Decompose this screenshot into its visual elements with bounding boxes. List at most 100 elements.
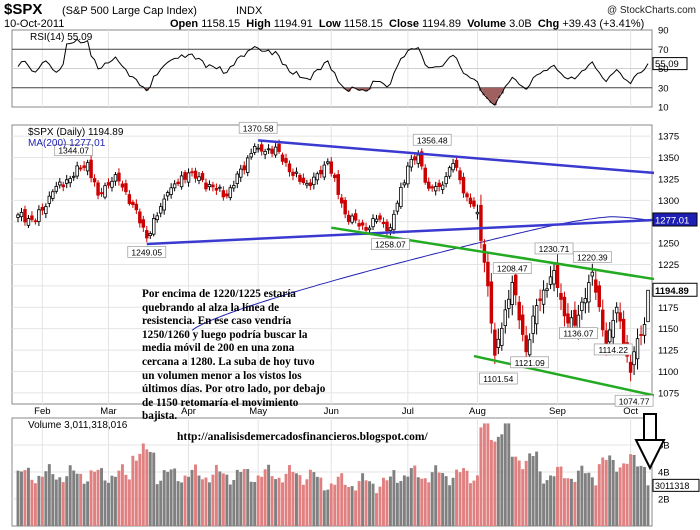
candle-body: [514, 274, 518, 296]
candle-body: [444, 176, 448, 185]
volume-bar: [207, 482, 211, 526]
candle-body: [162, 198, 166, 211]
volume-bar: [409, 468, 413, 526]
volume-bar: [173, 468, 177, 526]
candle-body: [273, 146, 278, 156]
volume-bar: [336, 476, 340, 526]
volume-bar: [294, 473, 298, 526]
candle-body: [249, 153, 253, 158]
price-annotation: 1370.58: [243, 123, 274, 133]
candle-body: [308, 182, 313, 187]
volume-bar: [378, 486, 382, 526]
candle-body: [468, 197, 473, 205]
candle-body: [447, 167, 452, 177]
candle-body: [541, 289, 546, 305]
volume-bars-group: 3011318: [16, 423, 700, 526]
price-annotation: 1249.05: [131, 247, 162, 257]
volume-bar: [96, 469, 100, 526]
volume-bar: [601, 457, 605, 526]
volume-bar: [343, 484, 347, 526]
volume-bar: [249, 481, 253, 526]
volume-bar: [326, 489, 330, 526]
candle-body: [58, 181, 62, 186]
rsi-tick-label: 10: [658, 103, 669, 114]
candle-body: [214, 187, 219, 191]
price-annotation-box: [238, 121, 278, 134]
volume-bar: [246, 468, 250, 526]
volume-bar: [284, 473, 288, 526]
close-label: Close: [389, 18, 419, 30]
candle-body: [110, 180, 114, 188]
price-annotation-box: [127, 246, 167, 258]
volume-bar: [322, 490, 326, 526]
price-annotation-box: [510, 356, 550, 369]
volume-bar: [40, 476, 44, 526]
rsi-value-label: 55.09: [655, 59, 679, 70]
candle-body: [500, 327, 504, 346]
volume-bar: [625, 463, 629, 526]
volume-bar: [155, 484, 159, 526]
candle-body: [385, 221, 389, 232]
candle-body: [583, 298, 588, 304]
volume-bar: [225, 474, 229, 526]
volume-bar: [413, 465, 417, 526]
volume-bar: [639, 465, 643, 526]
volume-bar: [486, 423, 490, 526]
volume-bar: [201, 479, 204, 526]
candle-body: [99, 192, 104, 195]
volume-bar: [583, 473, 587, 526]
volume-bar: [430, 472, 434, 526]
volume-bar: [37, 475, 41, 526]
candle-body: [68, 178, 72, 184]
volume-bar: [479, 427, 483, 526]
candle-body: [642, 324, 647, 336]
candle-body: [44, 206, 48, 214]
candle-body: [33, 220, 38, 223]
candle-body: [486, 261, 490, 287]
volume-bar: [622, 463, 626, 526]
volume-bar: [315, 476, 319, 526]
candle-body: [381, 221, 386, 225]
volume-bar: [569, 478, 573, 526]
rsi-tick-label: 90: [658, 26, 669, 37]
volume-value: 3.0B: [509, 18, 532, 30]
volume-bar: [204, 477, 208, 526]
month-tick-label: Jun: [324, 406, 339, 417]
candle-body: [433, 186, 438, 192]
volume-bar: [563, 478, 566, 526]
price-tick-label: 1350: [658, 153, 679, 164]
candle-body: [193, 170, 198, 179]
candle-body: [339, 197, 344, 204]
candle-body: [545, 288, 549, 291]
exchange-label: INDX: [236, 5, 263, 17]
volume-bar: [183, 475, 187, 526]
volume-bar: [643, 466, 646, 526]
last-price-label: 1194.89: [655, 286, 689, 297]
candle-body: [75, 165, 79, 177]
price-annotation-box: [492, 262, 532, 274]
candle-body: [315, 173, 320, 181]
candle-body: [176, 181, 180, 185]
candle-body: [312, 176, 316, 186]
candle-body: [326, 161, 330, 164]
candle-body: [479, 204, 483, 241]
volume-bar: [211, 474, 215, 526]
down-arrow-icon: [634, 413, 666, 471]
volume-bar: [47, 464, 51, 526]
candles-group: [16, 139, 650, 382]
candle-body: [228, 187, 233, 199]
candle-body: [329, 161, 333, 174]
rsi-legend: RSI(14) 55.09: [30, 32, 93, 43]
candle-body: [305, 183, 309, 186]
volume-bar: [134, 460, 138, 526]
price-annotation: 1230.71: [539, 244, 570, 254]
volume-bar: [176, 481, 180, 526]
candle-body: [371, 218, 375, 228]
volume-bar: [448, 485, 452, 526]
candle-body: [569, 317, 574, 330]
volume-bar: [423, 478, 427, 526]
volume-bar: [221, 473, 225, 526]
date-label: 10-Oct-2011: [4, 18, 65, 30]
chg-value: +39.43 (+3.41%): [562, 18, 645, 30]
last-price-box: [652, 282, 698, 297]
